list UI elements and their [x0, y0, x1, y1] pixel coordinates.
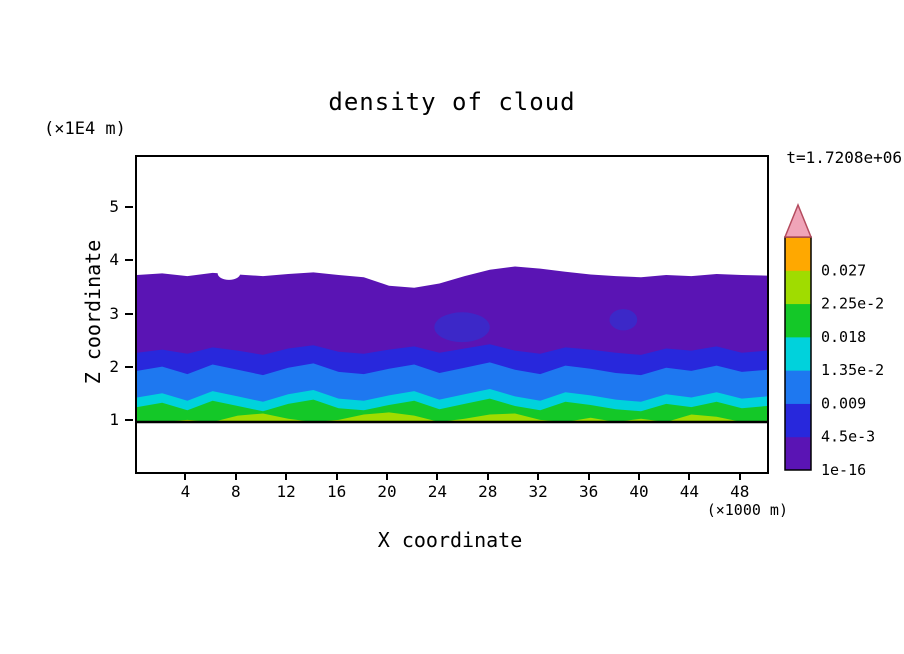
x-tick — [335, 472, 338, 480]
colorbar-label: 1.35e-2 — [821, 361, 884, 379]
x-axis-label: X coordinate — [377, 528, 523, 552]
z-tick-label: 5 — [109, 197, 119, 216]
x-tick — [386, 472, 388, 480]
x-tick — [184, 472, 187, 480]
x-tick — [587, 472, 590, 480]
z-tick — [125, 419, 133, 421]
x-tick-label: 28 — [478, 482, 498, 501]
colorbar-arrow — [783, 203, 813, 238]
z-tick-label: 3 — [109, 303, 119, 323]
contour-island — [434, 312, 490, 343]
x-tick-label: 44 — [679, 482, 700, 501]
x-tick-label: 36 — [578, 482, 599, 501]
z-tick-label: 4 — [109, 250, 119, 270]
x-tick — [285, 472, 288, 480]
colorbar-segment — [785, 403, 811, 438]
x-axis-unit: (×1000 m) — [706, 501, 788, 519]
x-tick-label: 20 — [377, 482, 397, 501]
colorbar-label: 4.5e-3 — [821, 428, 875, 446]
colorbar-segment — [785, 303, 811, 338]
band-2.25e-2 — [137, 412, 767, 422]
z-axis-unit: (×1E4 m) — [44, 119, 126, 139]
contour-plot-canvas — [137, 266, 767, 424]
z-tick — [125, 312, 133, 315]
contour-island — [609, 309, 638, 331]
band-0.018 — [137, 398, 767, 422]
x-tick-label: 16 — [326, 482, 347, 501]
x-tick-label: 12 — [276, 482, 296, 501]
colorbar-label: 0.027 — [821, 261, 866, 279]
x-tick-label: 32 — [528, 482, 548, 501]
chart-title: density of cloud — [328, 88, 576, 116]
x-tick-label: 24 — [427, 482, 448, 501]
colorbar-segment — [785, 237, 811, 271]
x-tick-label: 8 — [230, 482, 241, 501]
x-tick — [688, 472, 691, 480]
colorbar: 1e-16 4.5e-3 0.009 1.35e-2 0.018 2.25e-2 0.027 — [783, 203, 884, 479]
z-tick-label: 1 — [109, 410, 119, 429]
x-tick — [738, 472, 741, 480]
x-tick — [537, 472, 540, 480]
x-tick-label: 48 — [730, 482, 750, 501]
colorbar-segment — [785, 270, 811, 305]
x-tick-label: 4 — [180, 482, 191, 501]
z-tick — [125, 365, 133, 368]
x-tick — [638, 472, 640, 480]
z-tick — [125, 206, 133, 208]
contour-hole — [217, 267, 241, 280]
z-tick-label: 2 — [109, 356, 119, 376]
colorbar-label: 0.009 — [821, 394, 866, 412]
colorbar-label: 0.018 — [821, 328, 866, 346]
colorbar-label: 1e-16 — [821, 461, 866, 479]
z-tick — [125, 259, 133, 262]
time-annotation: t=1.7208e+06 — [786, 148, 902, 167]
x-tick-label: 40 — [629, 482, 649, 501]
x-tick — [234, 472, 237, 480]
x-tick — [436, 472, 439, 480]
colorbar-label: 2.25e-2 — [821, 295, 884, 313]
plot-area — [135, 155, 769, 474]
colorbar-segment — [785, 370, 811, 404]
colorbar-segment — [785, 436, 811, 471]
x-tick — [486, 472, 489, 480]
colorbar-segment — [785, 336, 811, 371]
